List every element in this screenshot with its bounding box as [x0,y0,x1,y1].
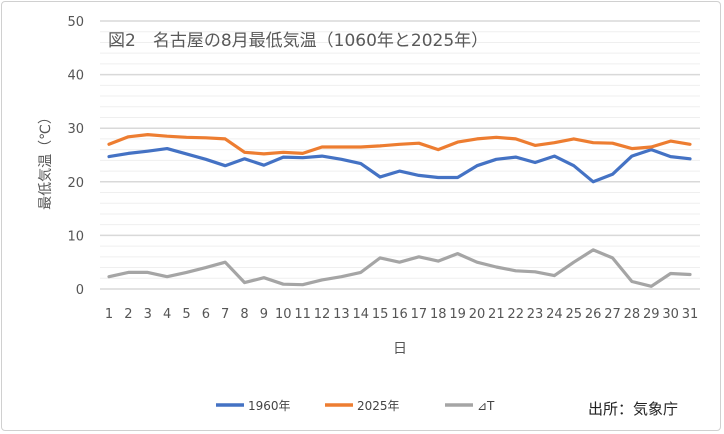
y-tick-label: 0 [76,283,84,298]
y-tick-label: 40 [67,69,84,84]
source-note: 出所：気象庁 [588,400,678,418]
y-tick-labels: 0 10 20 30 40 50 [67,15,84,298]
x-tick-label: 13 [333,307,350,322]
x-tick-label: 19 [449,307,466,322]
x-tick-label: 6 [202,307,210,322]
x-tick-label: 31 [682,307,699,322]
x-tick-label: 9 [260,307,268,322]
x-tick-label: 21 [488,307,505,322]
series-line-⊿T [107,248,692,288]
x-tick-label: 16 [391,307,408,322]
x-tick-label: 3 [144,307,152,322]
x-tick-label: 23 [527,307,544,322]
x-tick-label: 18 [430,307,447,322]
x-tick-label: 2 [124,307,132,322]
x-tick-label: 4 [163,307,171,322]
x-tick-label: 26 [585,307,602,322]
legend-label: 2025年 [357,399,400,413]
legend: 1960年 2025年 ⊿T [216,399,495,413]
x-tick-label: 11 [294,307,311,322]
x-tick-label: 25 [566,307,583,322]
legend-label: ⊿T [477,399,495,413]
x-tick-label: 28 [624,307,641,322]
x-tick-label: 22 [507,307,524,322]
x-tick-label: 5 [182,307,190,322]
series-line-1960年 [107,147,692,184]
y-tick-label: 20 [67,176,84,191]
x-tick-label: 1 [105,307,113,322]
y-tick-label: 10 [67,229,84,244]
x-tick-label: 29 [643,307,660,322]
gridlines [100,20,700,290]
x-tick-label: 7 [221,307,229,322]
y-tick-label: 50 [67,15,84,30]
x-tick-label: 14 [352,307,369,322]
x-tick-label: 20 [469,307,486,322]
x-tick-label: 30 [662,307,679,322]
x-tick-label: 24 [546,307,563,322]
chart-title: 図2 名古屋の8月最低気温（1060年と2025年） [108,31,488,51]
legend-label: 1960年 [248,399,291,413]
x-tick-label: 10 [275,307,292,322]
x-axis-label: 日 [393,341,407,357]
series-line-2025年 [107,133,692,156]
y-tick-label: 30 [67,122,84,137]
x-tick-labels: 1 2 3 4 5 6 7 8 9 10 11 12 13 14 15 16 17 18 19 20 21 22 23 24 2… [105,307,698,322]
x-tick-label: 15 [372,307,389,322]
x-tick-label: 12 [314,307,331,322]
y-axis-label: 最低気温（℃） [38,110,54,210]
x-tick-label: 27 [604,307,621,322]
x-tick-label: 17 [411,307,428,322]
x-tick-label: 8 [240,307,248,322]
series-lines [107,133,692,288]
